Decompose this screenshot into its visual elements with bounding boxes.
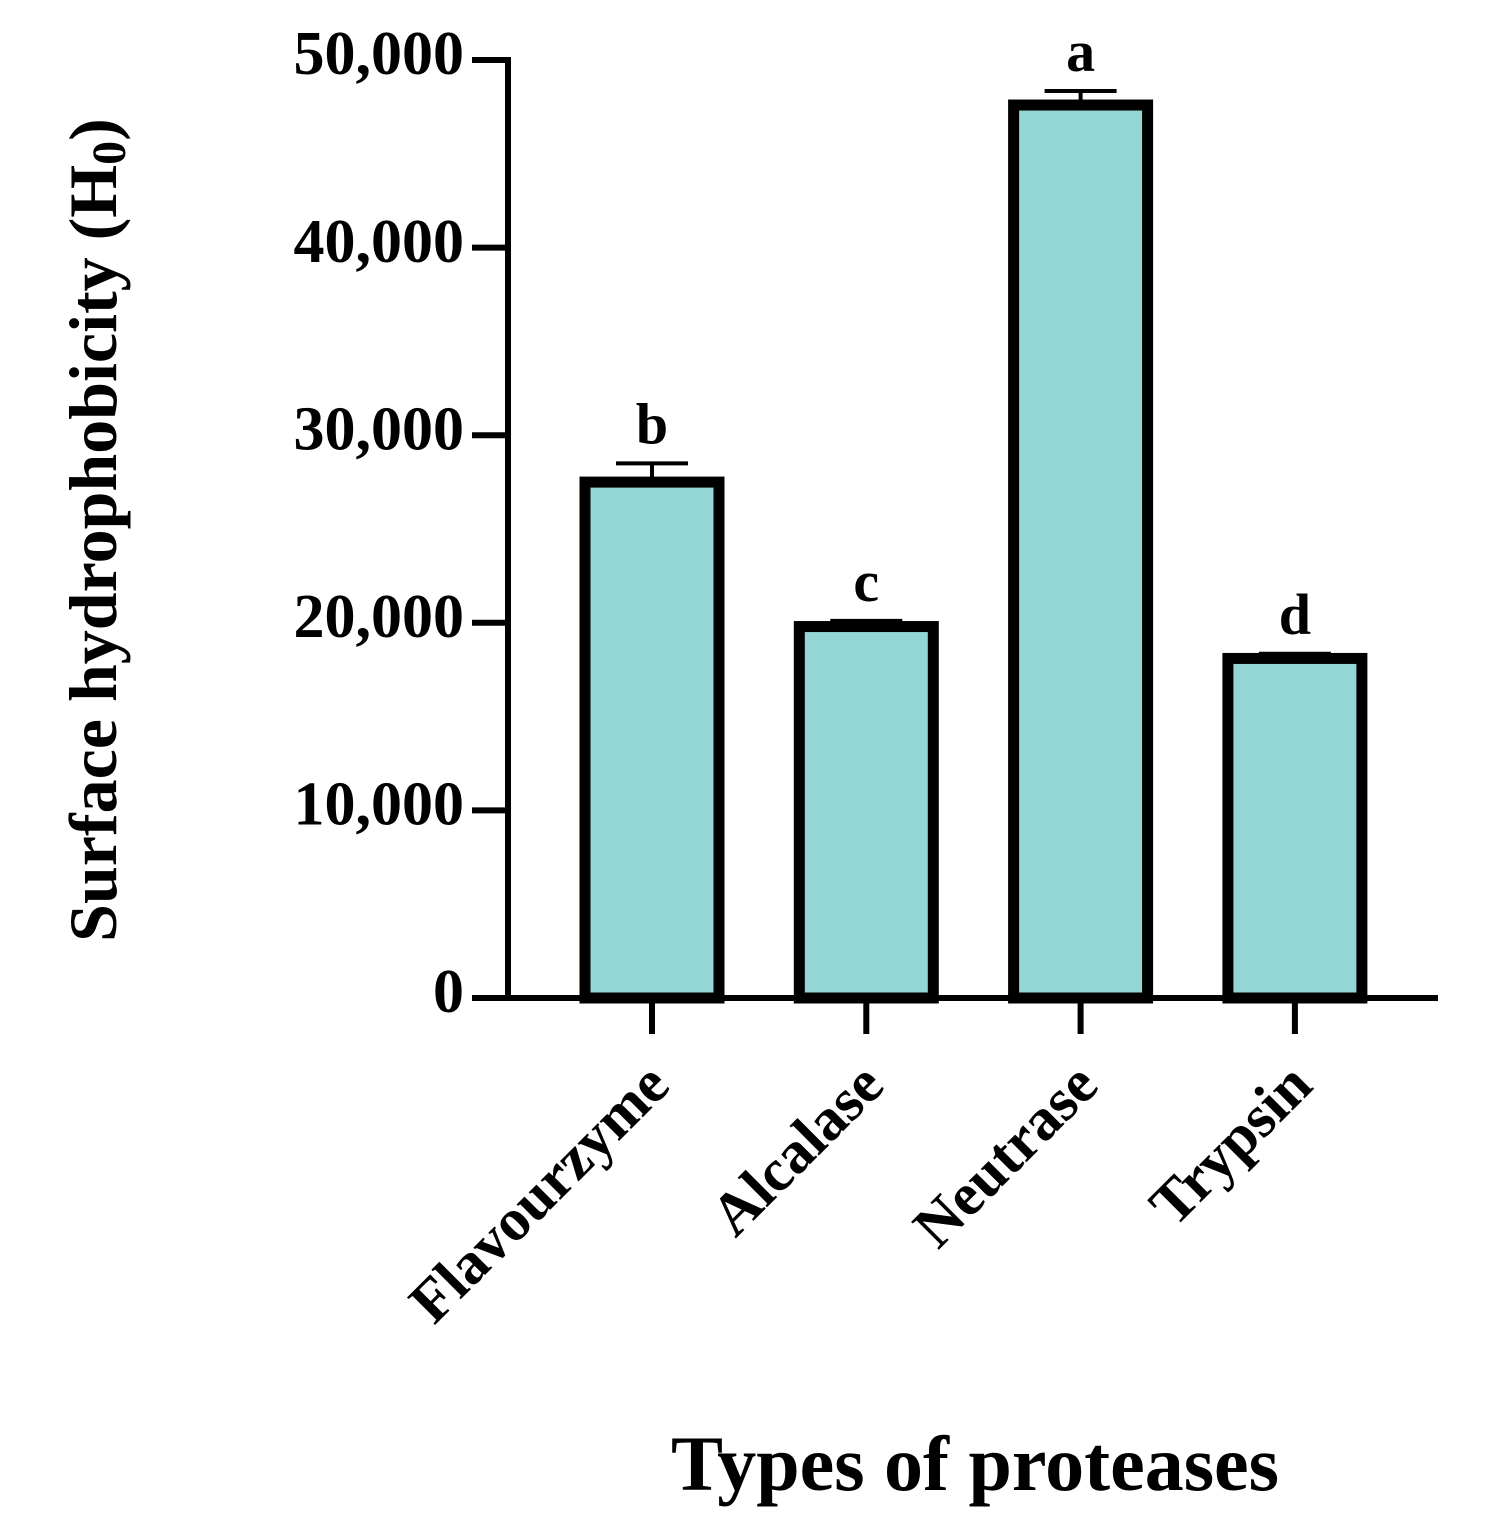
x-tick-label-neutrase: Neutrase — [901, 1051, 1110, 1260]
x-ticks-group: Flavourzyme Alcalase Neutrase Trypsin — [397, 998, 1324, 1336]
bars-group — [579, 99, 1368, 1004]
x-tick-label-trypsin: Trypsin — [1137, 1051, 1324, 1238]
significance-letter-flavourzyme: b — [636, 391, 668, 456]
y-axis-title-close: ) — [55, 118, 131, 141]
y-tick-label-50000: 50,000 — [294, 20, 465, 88]
y-axis-title: Surface hydrophobicity (H0) — [55, 118, 136, 942]
y-tick-label-30000: 30,000 — [294, 395, 465, 463]
y-axis-title-main: Surface hydrophobicity (H — [55, 165, 131, 942]
y-tick-label-10000: 10,000 — [294, 771, 465, 839]
y-tick-label-0: 0 — [433, 958, 464, 1026]
x-axis-title: Types of proteases — [671, 1420, 1279, 1507]
y-tick-label-20000: 20,000 — [294, 583, 465, 651]
x-tick-label-alcalase: Alcalase — [698, 1051, 895, 1248]
significance-letter-trypsin: d — [1279, 582, 1311, 647]
significance-letters-group: b c a d — [636, 19, 1311, 647]
axes-group — [474, 57, 1438, 1001]
significance-letter-alcalase: c — [853, 549, 879, 614]
bar-flavourzyme — [579, 476, 725, 1004]
bar-neutrase — [1008, 99, 1154, 1004]
bar-trypsin — [1222, 652, 1368, 1004]
y-axis-title-subscript: 0 — [83, 141, 136, 165]
y-tick-label-40000: 40,000 — [294, 208, 465, 276]
bar-alcalase — [793, 621, 939, 1004]
error-bars-group — [616, 88, 1331, 659]
significance-letter-neutrase: a — [1066, 19, 1095, 84]
y-ticks-group: 0 10,000 20,000 30,000 40,000 50,000 — [294, 20, 508, 1026]
x-tick-label-flavourzyme: Flavourzyme — [397, 1051, 682, 1336]
